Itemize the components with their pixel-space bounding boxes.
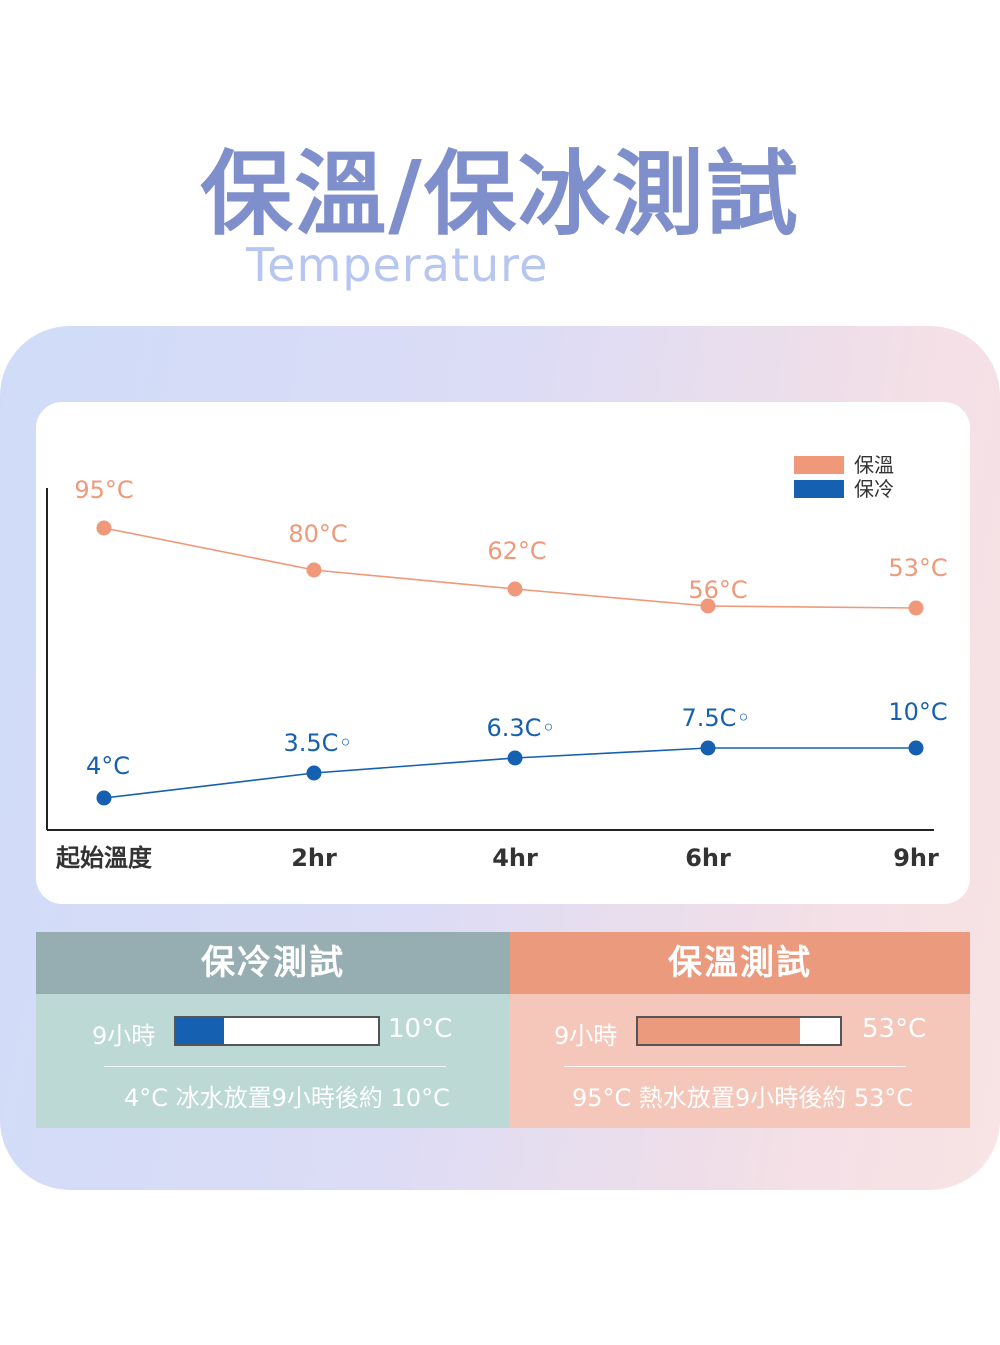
data-point	[306, 765, 322, 781]
cold-test-bar-fill	[176, 1018, 225, 1044]
series-line-segment	[313, 569, 516, 590]
data-point	[507, 750, 523, 766]
page-subtitle: Temperature	[246, 238, 549, 292]
data-point	[700, 598, 716, 614]
data-point	[306, 562, 322, 578]
hot-test-time: 9小時	[554, 1022, 618, 1050]
series-line-segment	[707, 605, 917, 609]
data-label: 6.3C◦	[486, 714, 555, 742]
cold-test-note: 4°C 冰水放置9小時後約 10°C	[124, 1084, 450, 1112]
data-label: 4°C	[86, 752, 130, 780]
hot-test-body: 9小時 53°C 95°C 熱水放置9小時後約 53°C	[510, 994, 970, 1128]
data-point	[908, 740, 924, 756]
legend-label: 保溫	[854, 453, 894, 477]
hot-test-note: 95°C 熱水放置9小時後約 53°C	[572, 1084, 914, 1112]
x-tick-label: 4hr	[492, 844, 538, 872]
series-line-segment	[103, 772, 315, 799]
legend-swatch	[794, 456, 844, 474]
x-tick-label: 2hr	[291, 844, 337, 872]
data-point	[908, 600, 924, 616]
series-line-segment	[514, 588, 709, 607]
data-label: 7.5C◦	[681, 704, 750, 732]
series-line-segment	[313, 757, 516, 774]
series-line-segment	[514, 747, 709, 759]
data-label: 53°C	[888, 554, 947, 582]
data-label: 62°C	[487, 537, 546, 565]
data-label: 56°C	[688, 576, 747, 604]
cold-test-divider	[104, 1066, 446, 1067]
cold-test-body: 9小時 10°C 4°C 冰水放置9小時後約 10°C	[36, 994, 510, 1128]
data-point	[507, 581, 523, 597]
cold-test-end-value: 10°C	[388, 1014, 453, 1044]
data-label: 10°C	[888, 698, 947, 726]
cold-test-heading: 保冷測試	[36, 932, 510, 994]
hot-test-divider	[564, 1066, 906, 1067]
data-label: 95°C	[74, 476, 133, 504]
legend-label: 保冷	[854, 477, 894, 501]
chart-card: 起始溫度 2hr 4hr 6hr 9hr 保溫 保冷 95°C 80°C 62°C 56°C 53°C…	[36, 402, 970, 904]
hot-test-heading: 保溫測試	[510, 932, 970, 994]
cold-test-time: 9小時	[92, 1022, 156, 1050]
legend-swatch	[794, 480, 844, 498]
x-tick-label: 9hr	[893, 844, 939, 872]
hot-test-panel: 保溫測試 9小時 53°C 95°C 熱水放置9小時後約 53°C	[510, 932, 970, 1128]
x-tick-label: 起始溫度	[55, 844, 153, 872]
data-point	[700, 740, 716, 756]
data-point	[96, 520, 112, 536]
cold-test-panel: 保冷測試 9小時 10°C 4°C 冰水放置9小時後約 10°C	[36, 932, 510, 1128]
data-label: 80°C	[288, 520, 347, 548]
series-line-segment	[103, 527, 315, 571]
hot-test-bar-fill	[638, 1018, 800, 1044]
data-label: 3.5C◦	[283, 729, 352, 757]
data-point	[96, 790, 112, 806]
hot-test-bar	[636, 1016, 842, 1046]
cold-test-bar	[174, 1016, 380, 1046]
hot-test-end-value: 53°C	[862, 1014, 927, 1044]
page-title: 保溫/保冰測試	[200, 141, 800, 248]
x-tick-label: 6hr	[685, 844, 731, 872]
